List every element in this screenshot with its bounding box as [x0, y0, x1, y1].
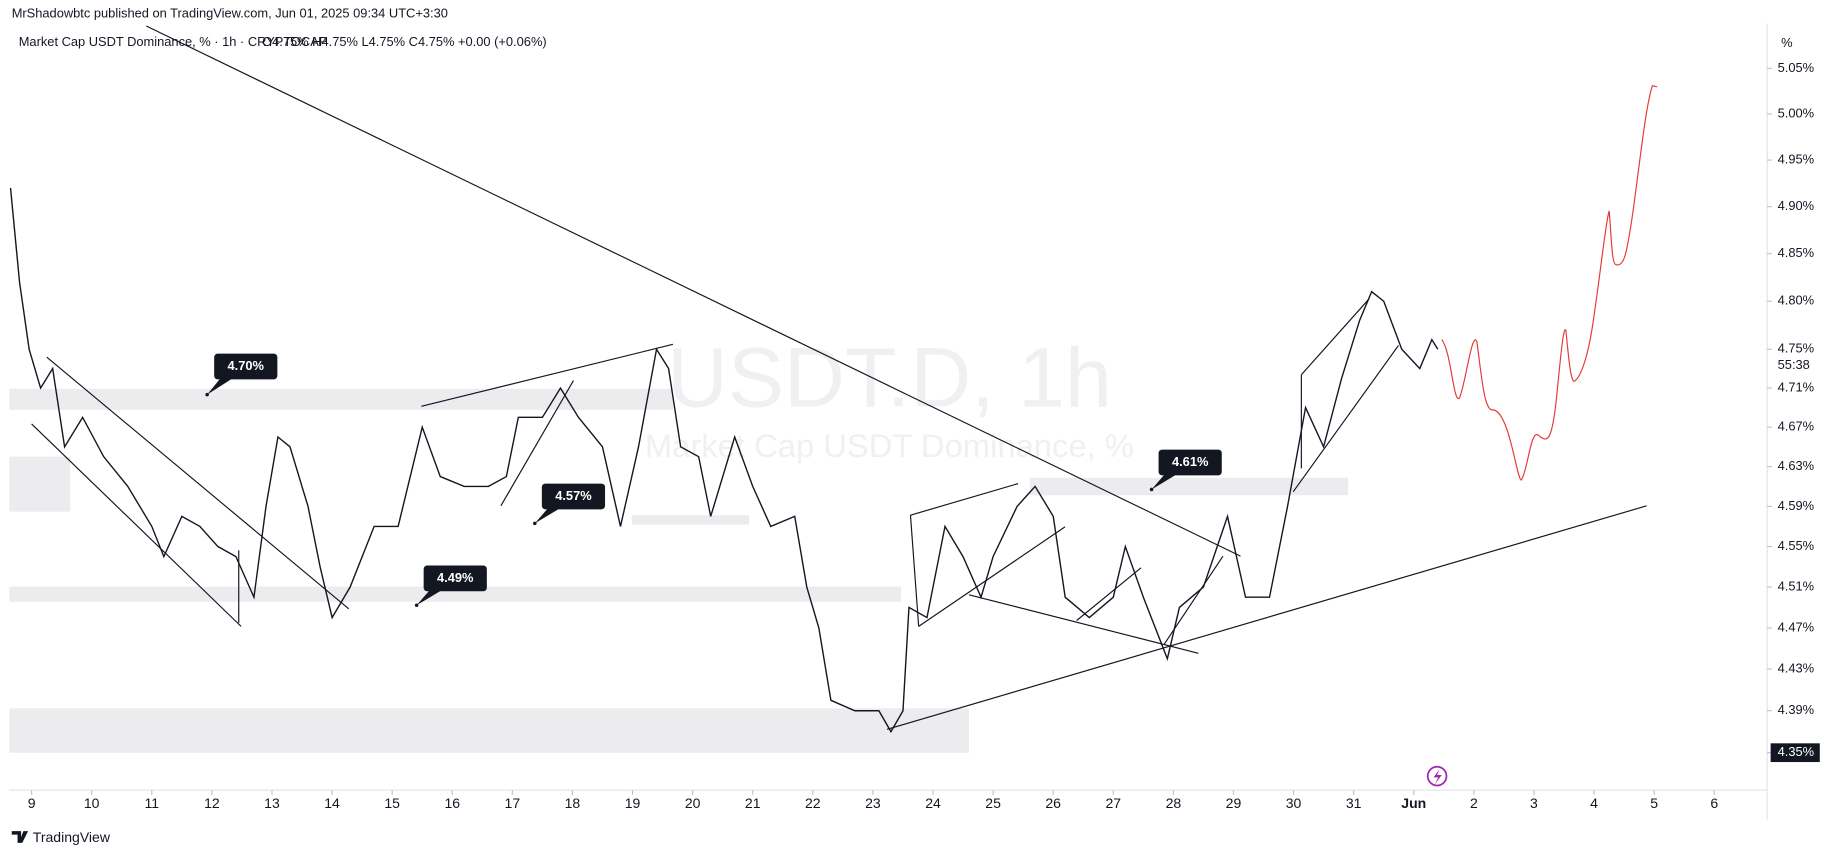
x-tick-label: 19: [625, 795, 641, 811]
zones: [9, 388, 1349, 753]
price-tag: [1770, 743, 1820, 763]
trendline: [1292, 345, 1399, 493]
x-tick-label: 31: [1346, 795, 1362, 811]
annotation-label: 4.70%: [228, 358, 265, 373]
x-tick-label: 24: [925, 795, 941, 811]
x-tick-label: 15: [384, 795, 400, 811]
x-tick-label: 6: [1710, 795, 1718, 811]
x-tick-label: 29: [1226, 795, 1242, 811]
zone: [631, 515, 749, 525]
x-tick-label: 12: [204, 795, 220, 811]
y-tick-label: 4.35%: [1778, 744, 1814, 759]
ohlc: O4.75% H4.75% L4.75% C4.75% +0.00 (+0.06…: [262, 34, 547, 49]
x-tick-label: 5: [1650, 795, 1658, 811]
annotation-label: 4.61%: [1172, 454, 1209, 469]
countdown: 55:38: [1778, 357, 1810, 372]
annotation-box: [423, 565, 487, 592]
trendline: [910, 483, 1019, 516]
zone: [9, 586, 902, 602]
x-tick-label: 30: [1286, 795, 1302, 811]
x-tick-label: 11: [144, 795, 159, 811]
price-line: [9, 187, 1439, 734]
y-tick-label: 4.95%: [1778, 152, 1814, 167]
y-tick-label: 4.55%: [1778, 538, 1814, 553]
annotation-pointer: [416, 587, 446, 606]
y-unit: %: [1781, 35, 1792, 50]
x-tick-label: 4: [1590, 795, 1598, 811]
zone: [9, 456, 71, 512]
x-tick-label: Jun: [1401, 795, 1426, 811]
x-tick-label: 16: [444, 795, 460, 811]
symbol: Market Cap USDT Dominance, % · 1h · CRYP…: [19, 34, 328, 49]
trendline: [1076, 567, 1142, 621]
y-tick-label: 4.51%: [1778, 578, 1814, 593]
y-tick-label: 4.85%: [1778, 245, 1814, 260]
annotation-pointer: [207, 375, 237, 395]
trendline: [146, 25, 1241, 557]
y-tick-label: 4.47%: [1778, 619, 1814, 634]
y-tick-label: 4.80%: [1778, 293, 1814, 308]
trendline: [421, 343, 674, 407]
y-tick-label: 4.90%: [1778, 198, 1814, 213]
annotation-dot: [205, 392, 209, 397]
x-tick-label: 9: [28, 795, 36, 811]
x-tick-label: 3: [1530, 795, 1538, 811]
x-tick-label: 17: [505, 795, 521, 811]
trendline: [886, 505, 1647, 730]
projection: [1441, 84, 1658, 481]
x-tick-label: 20: [685, 795, 701, 811]
y-tick-label: 5.05%: [1778, 60, 1814, 75]
trendline: [31, 423, 242, 627]
event-icon[interactable]: [1426, 765, 1448, 787]
x-tick-label: 27: [1105, 795, 1121, 811]
trendline: [909, 515, 920, 627]
y-tick-label: 4.67%: [1778, 419, 1814, 434]
trendline: [46, 356, 350, 610]
trendline: [1300, 298, 1370, 376]
x-tick-label: 13: [264, 795, 280, 811]
annotation-box: [541, 483, 606, 510]
y-tick-label: 4.75%: [1778, 341, 1814, 356]
annotation-dot: [533, 521, 537, 526]
event-bolt: [1433, 769, 1442, 785]
x-tick-label: 28: [1166, 795, 1182, 811]
trendline: [500, 380, 574, 507]
x-tick-label: 21: [745, 795, 761, 811]
zone: [9, 708, 969, 753]
y-tick-label: 4.59%: [1778, 498, 1814, 513]
trendline: [968, 594, 1199, 654]
watermark-sub: Market Cap USDT Dominance, %: [645, 427, 1134, 464]
footer-brand: TradingView: [33, 829, 111, 845]
y-tick-label: 5.00%: [1778, 105, 1814, 120]
trendline: [918, 526, 1066, 627]
y-tick-label: 4.71%: [1778, 379, 1814, 394]
annotation-dot: [1149, 487, 1154, 492]
x-tick-label: 2: [1470, 795, 1478, 811]
logo: [11, 831, 29, 843]
x-tick-label: 23: [865, 795, 881, 811]
zone: [9, 388, 673, 410]
annotation-dot: [414, 603, 419, 608]
annotation-label: 4.57%: [555, 488, 592, 503]
x-tick-label: 10: [84, 795, 100, 811]
publisher: MrShadowbtc published on TradingView.com…: [12, 6, 448, 21]
y-tick-label: 4.39%: [1778, 702, 1814, 717]
y-tick-label: 4.63%: [1778, 458, 1814, 473]
x-tick-label: 18: [565, 795, 581, 811]
x-tick-label: 14: [324, 795, 340, 811]
y-tick-label: 4.43%: [1778, 661, 1814, 676]
annotation-label: 4.49%: [437, 570, 474, 585]
trendlines: [31, 25, 1647, 730]
x-tick-label: 25: [985, 795, 1001, 811]
x-tick-label: 26: [1045, 795, 1061, 811]
zone: [1029, 477, 1349, 496]
annotation-box: [1158, 449, 1222, 476]
x-tick-label: 22: [805, 795, 821, 811]
annotation-box: [214, 353, 278, 380]
annotation-pointer: [1151, 471, 1181, 490]
watermark: USDT.D, 1h: [667, 330, 1112, 424]
